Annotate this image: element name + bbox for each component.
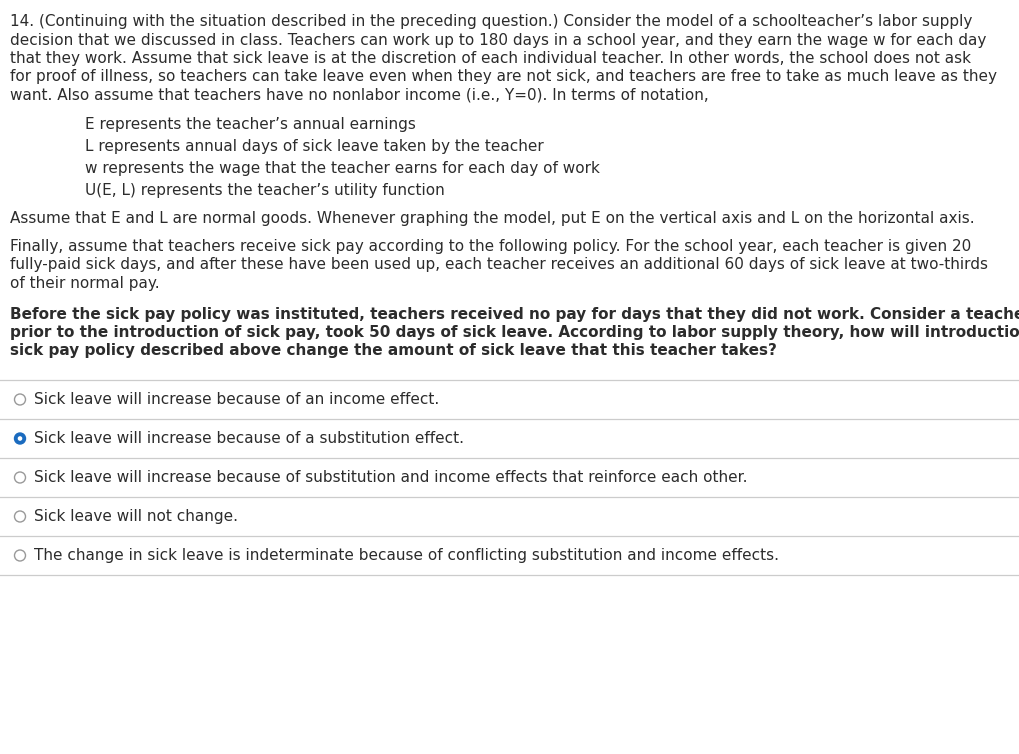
Text: U(E, L) represents the teacher’s utility function: U(E, L) represents the teacher’s utility… (85, 182, 444, 198)
Text: E represents the teacher’s annual earnings: E represents the teacher’s annual earnin… (85, 117, 415, 131)
Text: sick pay policy described above change the amount of sick leave that this teache: sick pay policy described above change t… (10, 344, 776, 358)
Text: of their normal pay.: of their normal pay. (10, 276, 160, 291)
Text: Finally, assume that teachers receive sick pay according to the following policy: Finally, assume that teachers receive si… (10, 239, 970, 254)
Text: L represents annual days of sick leave taken by the teacher: L represents annual days of sick leave t… (85, 139, 543, 154)
Text: fully-paid sick days, and after these have been used up, each teacher receives a: fully-paid sick days, and after these ha… (10, 258, 987, 272)
Text: want. Also assume that teachers have no nonlabor income (i.e., Y=0). In terms of: want. Also assume that teachers have no … (10, 88, 708, 103)
Text: Sick leave will increase because of substitution and income effects that reinfor: Sick leave will increase because of subs… (34, 470, 746, 485)
Circle shape (14, 511, 25, 522)
Text: The change in sick leave is indeterminate because of conflicting substitution an: The change in sick leave is indeterminat… (34, 548, 777, 563)
Text: decision that we discussed in class. Teachers can work up to 180 days in a schoo: decision that we discussed in class. Tea… (10, 32, 985, 48)
Circle shape (14, 550, 25, 561)
Text: Sick leave will not change.: Sick leave will not change. (34, 509, 237, 524)
Circle shape (17, 437, 22, 441)
Circle shape (14, 433, 25, 444)
Circle shape (14, 472, 25, 483)
Text: 14. (Continuing with the situation described in the preceding question.) Conside: 14. (Continuing with the situation descr… (10, 14, 972, 29)
Text: Before the sick pay policy was instituted, teachers received no pay for days tha: Before the sick pay policy was institute… (10, 306, 1019, 321)
Text: for proof of illness, so teachers can take leave even when they are not sick, an: for proof of illness, so teachers can ta… (10, 69, 997, 84)
Text: Sick leave will increase because of an income effect.: Sick leave will increase because of an i… (34, 392, 438, 407)
Text: that they work. Assume that sick leave is at the discretion of each individual t: that they work. Assume that sick leave i… (10, 51, 970, 66)
Text: Assume that E and L are normal goods. Whenever graphing the model, put E on the : Assume that E and L are normal goods. Wh… (10, 210, 974, 225)
Text: prior to the introduction of sick pay, took 50 days of sick leave. According to : prior to the introduction of sick pay, t… (10, 325, 1019, 340)
Circle shape (14, 394, 25, 405)
Text: w represents the wage that the teacher earns for each day of work: w represents the wage that the teacher e… (85, 161, 599, 176)
Text: Sick leave will increase because of a substitution effect.: Sick leave will increase because of a su… (34, 431, 463, 446)
